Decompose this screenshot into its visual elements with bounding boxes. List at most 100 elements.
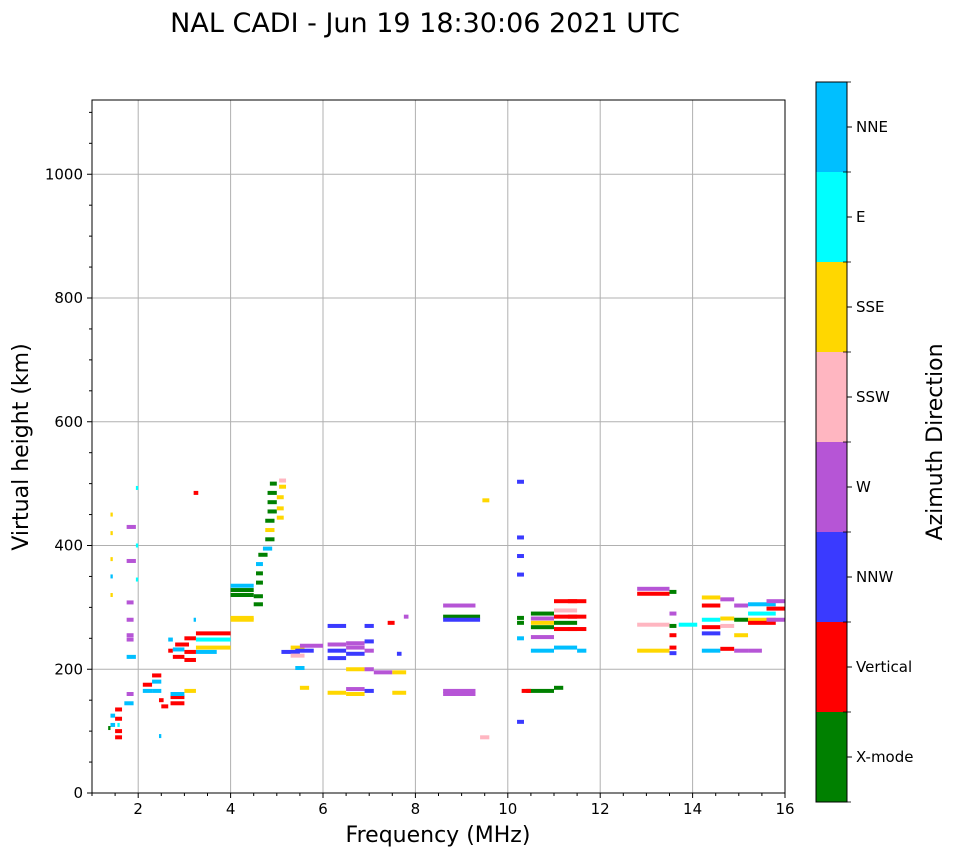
echo-mark [110,593,113,597]
echo-mark [265,537,275,542]
echo-mark [669,645,677,650]
echo-mark [669,651,677,656]
colorbar-segment [816,352,847,442]
echo-mark [195,637,231,642]
echo-mark [327,642,347,647]
echo-mark [517,479,524,484]
colorbar-frame [815,81,848,803]
echo-mark [678,622,698,627]
echo-mark [554,599,578,604]
echo-mark [346,687,365,692]
echo-mark [117,722,120,727]
echo-mark [669,611,677,616]
echo-mark [403,614,409,619]
echo-mark [115,729,123,734]
echo-mark [126,654,136,659]
echo-mark [269,481,277,486]
echo-mark [184,636,196,641]
echo-mark [184,649,196,654]
echo-mark [701,617,721,622]
echo-mark [748,620,776,625]
echo-mark [364,688,374,693]
echo-mark [158,698,164,703]
plot-area: 2 4 6 8 10 12 14 16 0 200 400 600 800 1000 [45,99,795,818]
echo-mark [161,704,169,709]
echo-mark [184,657,196,662]
echo-mark [373,670,393,675]
x-tick-label: 8 [411,800,421,818]
echo-mark [530,625,554,630]
echo-mark [110,574,113,579]
echo-mark [327,623,347,628]
echo-mark [193,617,196,622]
x-tick-label: 2 [133,800,143,818]
echo-mark [170,695,185,700]
echo-mark [554,608,578,613]
echo-mark [108,726,111,731]
echo-mark [364,639,374,644]
echo-mark [443,614,481,619]
echo-mark [327,690,347,695]
echo-mark [669,633,677,638]
echo-mark [346,645,365,650]
echo-mark [530,611,554,616]
colorbar-segment [816,172,847,262]
echo-mark [299,643,323,648]
echo-mark [195,649,217,654]
echo-mark [482,498,490,503]
echo-mark [253,594,263,599]
echo-mark [126,617,134,622]
x-tick-label: 4 [226,800,236,818]
echo-mark [637,586,670,591]
echo-mark [142,688,153,693]
echo-mark [443,688,476,693]
echo-mark [530,616,554,621]
echo-mark [517,615,524,620]
echo-mark [577,648,587,653]
echo-mark [517,636,524,641]
echo-mark [170,692,185,696]
echo-mark [734,617,749,622]
echo-mark [554,627,578,632]
echo-mark [526,688,554,693]
echo-mark [175,642,190,647]
echo-mark [567,627,587,632]
colorbar-category-label: Vertical [856,658,912,676]
echo-mark [392,690,407,695]
echo-mark [295,666,305,671]
echo-mark [720,646,735,651]
x-axis-label: Frequency (MHz) [346,823,531,848]
echo-mark [517,554,524,559]
echo-mark [554,620,578,625]
echo-mark [299,685,310,690]
echo-mark [554,685,564,690]
echo-mark [256,571,263,576]
echo-mark [276,495,284,500]
echo-mark [346,651,365,656]
echo-mark [443,603,476,608]
echo-mark [392,670,407,675]
echo-mark [152,688,162,693]
echo-mark [168,648,173,653]
x-axis: 2 4 6 8 10 12 14 16 [91,793,795,818]
echo-mark [290,653,305,658]
echo-mark [126,633,134,638]
echo-mark [172,654,185,659]
colorbar-label: Azimuth Direction [923,343,948,540]
echo-mark [530,648,554,653]
x-tick-label: 6 [318,800,328,818]
echo-mark [567,614,587,619]
echo-mark [193,490,199,495]
echo-mark [327,656,347,661]
echo-mark [256,580,263,585]
echo-mark [126,558,136,563]
colorbar-category-label: X-mode [856,748,913,766]
echo-mark [135,543,139,548]
y-axis: 0 200 400 600 800 1000 [45,111,92,802]
echo-mark [267,490,277,495]
echo-mark [262,546,273,551]
colorbar-category-label: W [856,478,871,496]
echo-mark [126,524,136,529]
echo-mark [346,641,365,646]
colorbar-category-label: NNE [856,118,888,136]
